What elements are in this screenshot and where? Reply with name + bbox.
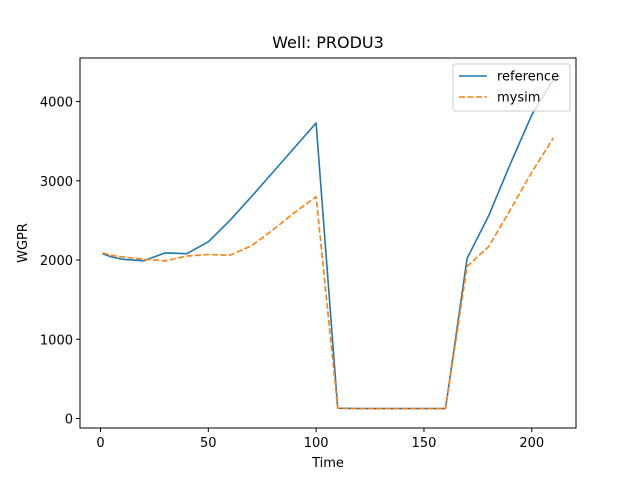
plot-lines	[102, 78, 555, 410]
chart-title: Well: PRODU3	[272, 33, 384, 52]
series-line-reference	[102, 78, 555, 410]
series-line-mysim	[102, 137, 555, 410]
x-tick-label: 150	[412, 436, 437, 451]
legend: reference mysim	[452, 63, 571, 112]
y-tick-label: 4000	[40, 96, 73, 111]
y-axis-label: WGPR	[16, 223, 31, 263]
x-tick-label: 50	[200, 436, 217, 451]
axes-frame	[79, 57, 577, 429]
x-tick-label: 200	[519, 436, 544, 451]
y-tick-label: 1000	[40, 333, 73, 348]
x-axis-label: Time	[311, 456, 344, 471]
y-tick-label: 0	[65, 412, 73, 427]
x-tick-label: 100	[304, 436, 329, 451]
y-tick-label: 2000	[40, 254, 73, 269]
legend-label-mysim: mysim	[497, 91, 540, 106]
y-tick-label: 3000	[40, 175, 73, 190]
legend-label-reference: reference	[497, 70, 559, 85]
x-tick-label: 0	[96, 436, 104, 451]
